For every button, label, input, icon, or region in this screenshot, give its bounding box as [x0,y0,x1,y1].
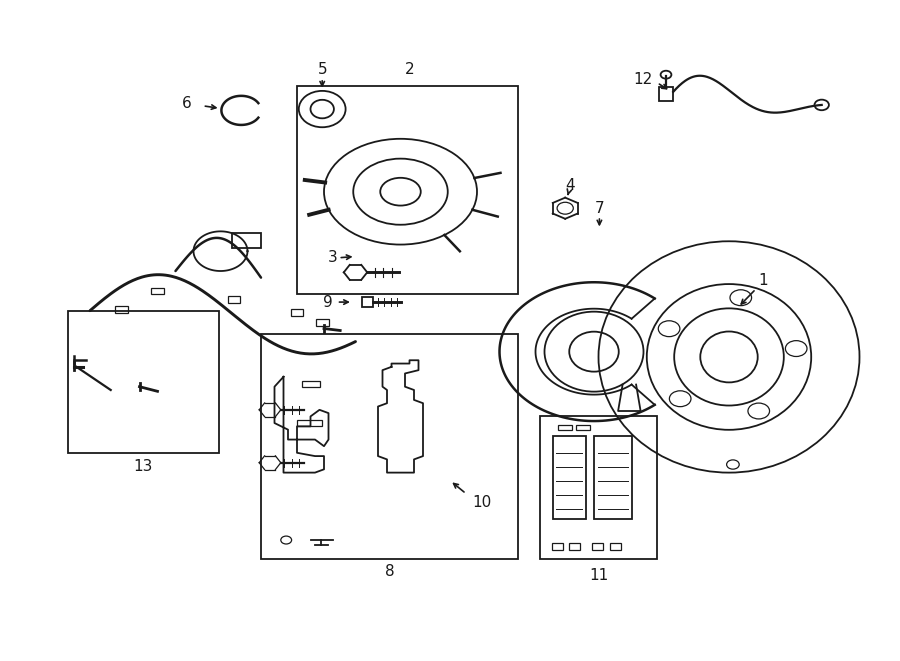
Bar [540,416,657,559]
Text: 9: 9 [323,295,332,309]
Text: 13: 13 [133,459,153,473]
Bar [558,425,572,430]
Bar [594,436,632,519]
Bar [228,296,240,303]
Text: 10: 10 [472,495,492,510]
Bar [610,543,621,550]
Text: 4: 4 [565,178,574,192]
Bar [316,319,328,326]
Text: 1: 1 [759,274,768,288]
Text: 7: 7 [595,201,604,215]
Bar [552,543,562,550]
Bar [592,543,603,550]
Text: 11: 11 [589,568,608,582]
Bar [68,311,219,453]
Bar [151,288,164,294]
Bar [553,436,586,519]
Bar [232,233,261,248]
Text: 2: 2 [405,62,414,77]
Bar [261,334,518,559]
Bar [297,86,518,294]
Bar [115,306,128,313]
Bar [362,297,373,307]
Bar [297,420,322,426]
Bar [302,381,319,387]
Text: 12: 12 [633,72,652,87]
Bar [659,87,673,101]
Text: 8: 8 [385,564,394,579]
Bar [569,543,580,550]
Text: 3: 3 [328,251,338,265]
Text: 6: 6 [183,97,192,111]
Bar [576,425,590,430]
Bar [291,309,303,316]
Text: 5: 5 [318,62,327,77]
